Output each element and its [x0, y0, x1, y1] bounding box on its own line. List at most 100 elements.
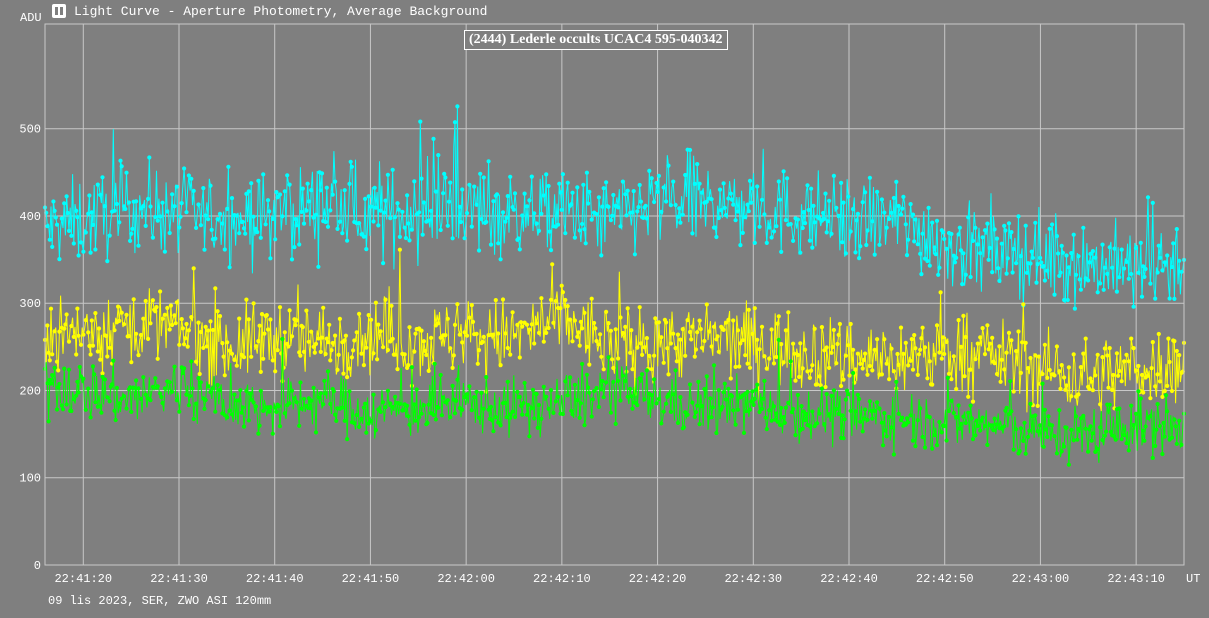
series-marker — [1112, 246, 1117, 251]
series-marker — [1039, 260, 1044, 265]
series-marker — [189, 176, 194, 181]
series-marker — [644, 368, 650, 373]
series-marker — [232, 392, 237, 397]
series-marker — [1172, 339, 1177, 344]
series-marker — [493, 298, 498, 303]
series-marker — [472, 395, 477, 400]
series-marker — [413, 418, 418, 423]
series-marker — [263, 222, 268, 227]
y-axis-label: ADU — [20, 11, 42, 25]
series-marker — [196, 320, 201, 325]
series-marker — [659, 421, 664, 426]
series-marker — [891, 369, 897, 374]
series-marker — [183, 336, 188, 341]
series-marker — [854, 218, 859, 223]
series-marker — [522, 380, 527, 386]
series-marker — [535, 425, 540, 430]
series-marker — [811, 203, 816, 208]
series-marker — [738, 243, 743, 248]
series-marker — [174, 300, 179, 305]
series-marker — [544, 172, 549, 177]
series-marker — [313, 212, 319, 217]
series-marker — [958, 344, 964, 349]
series-marker — [637, 376, 642, 381]
series-marker — [745, 361, 750, 366]
series-marker — [884, 225, 889, 230]
series-marker — [1057, 369, 1062, 374]
series-marker — [114, 201, 119, 207]
series-marker — [539, 296, 544, 301]
series-marker — [1064, 253, 1069, 258]
series-marker — [740, 338, 745, 343]
series-marker — [577, 415, 582, 420]
series-marker — [113, 417, 118, 423]
series-marker — [987, 341, 992, 346]
series-marker — [1098, 425, 1103, 430]
series-marker — [234, 363, 239, 368]
series-marker — [723, 397, 729, 402]
series-marker — [270, 216, 275, 221]
series-marker — [812, 220, 817, 225]
series-marker — [559, 283, 564, 288]
series-marker — [1090, 431, 1095, 436]
series-marker — [337, 219, 342, 224]
series-marker — [841, 200, 846, 205]
series-marker — [1169, 264, 1175, 270]
series-marker — [282, 411, 287, 416]
series-marker — [322, 378, 327, 383]
series-marker — [48, 306, 54, 311]
series-marker — [206, 328, 211, 333]
series-marker — [1088, 376, 1093, 381]
series-marker — [951, 410, 956, 416]
series-marker — [677, 206, 682, 211]
series-marker — [439, 413, 444, 418]
series-marker — [1124, 259, 1129, 264]
series-marker — [1006, 330, 1012, 335]
series-marker — [1090, 388, 1095, 393]
series-marker — [966, 215, 971, 220]
series-marker — [1044, 427, 1049, 432]
series-marker — [62, 201, 67, 206]
series-marker — [1052, 292, 1057, 297]
series-marker — [733, 364, 738, 369]
series-marker — [812, 326, 817, 331]
series-marker — [229, 351, 235, 356]
series-marker — [311, 215, 316, 220]
series-marker — [771, 229, 777, 234]
series-marker — [520, 324, 525, 329]
series-marker — [1064, 383, 1069, 388]
series-marker — [455, 377, 460, 382]
series-marker — [1035, 403, 1040, 408]
series-marker — [217, 388, 223, 393]
series-marker — [762, 212, 767, 217]
series-marker — [1172, 296, 1177, 301]
series-marker — [406, 221, 411, 226]
series-marker — [702, 338, 707, 344]
series-marker — [419, 328, 424, 333]
series-marker — [769, 235, 774, 240]
series-marker — [584, 170, 590, 175]
series-marker — [45, 323, 50, 328]
series-marker — [420, 232, 425, 237]
series-marker — [1018, 370, 1024, 375]
series-marker — [189, 359, 194, 364]
series-marker — [1106, 385, 1111, 390]
series-marker — [452, 411, 458, 416]
series-marker — [433, 189, 438, 194]
series-marker — [467, 315, 472, 320]
series-marker — [220, 341, 225, 346]
series-marker — [674, 359, 679, 364]
series-marker — [956, 232, 961, 237]
series-marker — [298, 353, 303, 358]
series-marker — [638, 341, 644, 346]
series-marker — [918, 406, 923, 411]
series-marker — [527, 327, 532, 332]
series-marker — [568, 317, 573, 322]
series-marker — [491, 199, 496, 204]
series-marker — [234, 213, 239, 218]
series-marker — [306, 199, 311, 204]
series-marker — [474, 389, 479, 394]
series-marker — [1179, 269, 1184, 274]
light-curve-app-icon[interactable] — [52, 4, 66, 18]
